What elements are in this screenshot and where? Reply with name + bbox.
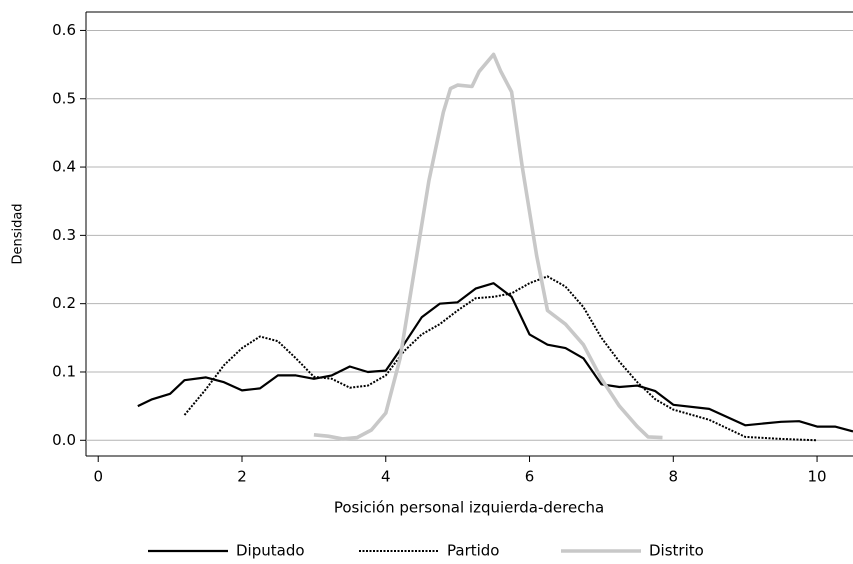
x-tick-label: 4 [381, 468, 391, 486]
y-tick-label: 0.1 [52, 362, 76, 380]
series-line [137, 282, 853, 433]
legend-label: Partido [447, 542, 499, 560]
y-tick-label: 0.4 [52, 158, 76, 176]
y-axis-label: Densidad [11, 203, 26, 264]
y-tick-label: 0.2 [52, 294, 76, 312]
x-axis-label: Posición personal izquierda-derecha [334, 499, 604, 517]
x-tick-label: 2 [237, 468, 247, 486]
series-line [313, 52, 663, 441]
legend-label: Diputado [236, 542, 305, 560]
y-tick-label: 0.5 [52, 89, 76, 107]
y-tick-label: 0.0 [52, 431, 76, 449]
y-tick-label: 0.3 [52, 226, 76, 244]
x-tick-label: 8 [669, 468, 679, 486]
legend-label: Distrito [649, 542, 704, 560]
x-tick-label: 0 [93, 468, 103, 486]
x-tick-label: 10 [808, 468, 827, 486]
x-tick-label: 6 [525, 468, 535, 486]
series-line [183, 275, 818, 442]
y-tick-label: 0.6 [52, 21, 76, 39]
